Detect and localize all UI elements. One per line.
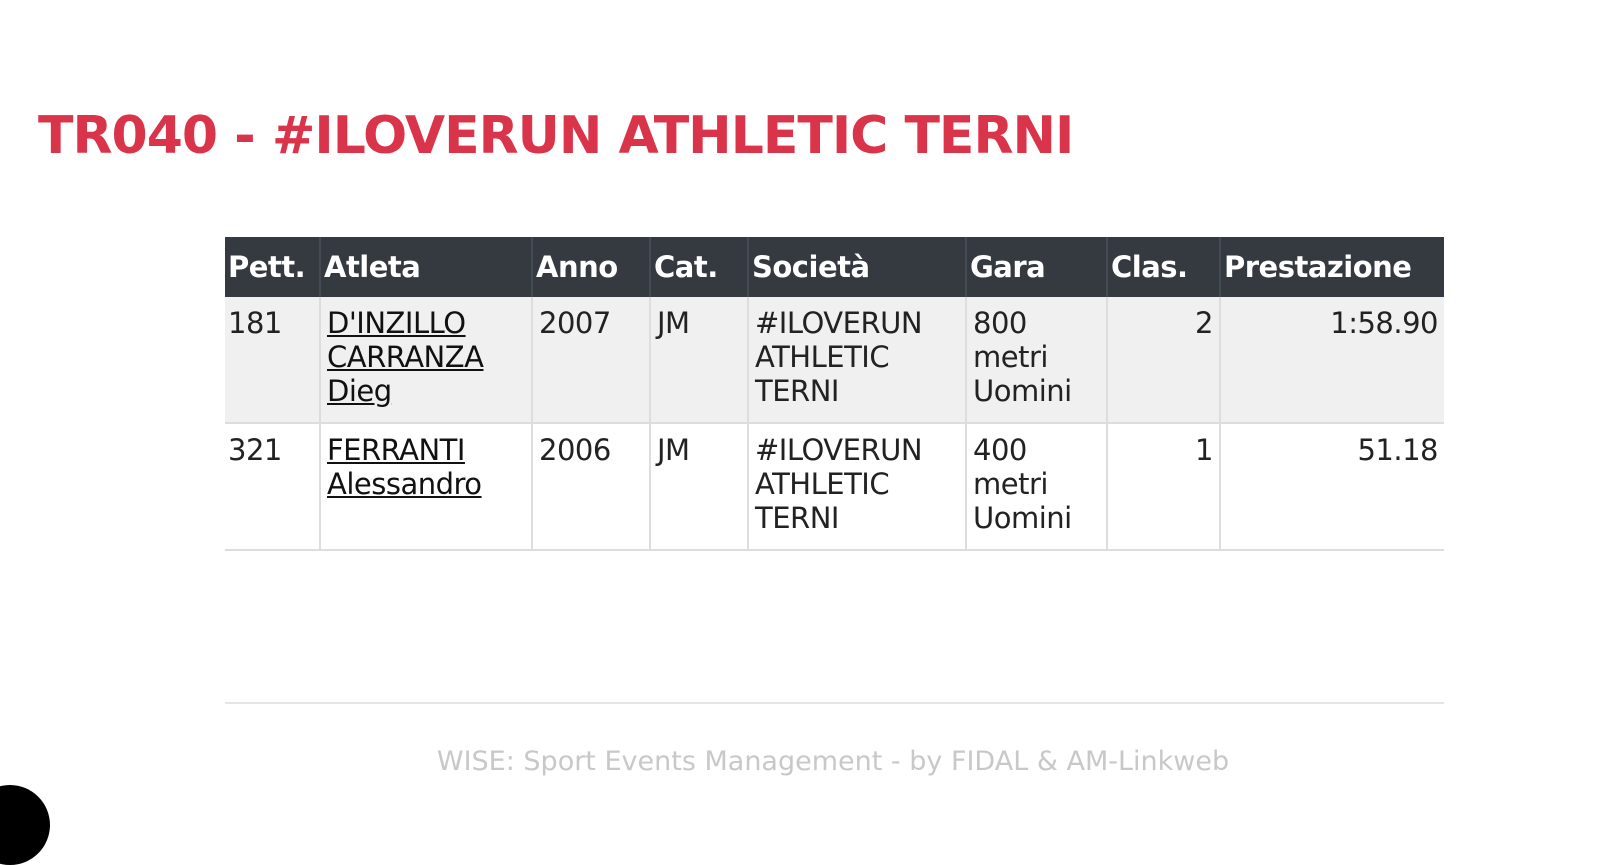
page-title: TR040 - #ILOVERUN ATHLETIC TERNI (38, 106, 1074, 166)
table-row: 321 FERRANTI Alessandro 2006 JM #ILOVERU… (225, 423, 1444, 551)
cell-atleta: D'INZILLO CARRANZA Dieg (319, 297, 532, 424)
cell-prestazione: 51.18 (1219, 423, 1444, 551)
table-row: 181 D'INZILLO CARRANZA Dieg 2007 JM #ILO… (225, 297, 1444, 424)
athlete-link[interactable]: D'INZILLO CARRANZA Dieg (327, 306, 484, 408)
cell-cat: JM (649, 423, 748, 551)
cell-gara: 800 metri Uomini (965, 297, 1107, 424)
col-header-anno[interactable]: Anno (531, 237, 650, 297)
cell-prestazione: 1:58.90 (1219, 297, 1444, 424)
results-table: Pett. Atleta Anno Cat. Società Gara Clas… (225, 237, 1444, 551)
col-header-prestazione[interactable]: Prestazione (1219, 237, 1444, 297)
table-header-row: Pett. Atleta Anno Cat. Società Gara Clas… (225, 237, 1444, 297)
col-header-cat[interactable]: Cat. (649, 237, 748, 297)
cell-clas: 2 (1106, 297, 1220, 424)
cell-gara: 400 metri Uomini (965, 423, 1107, 551)
cell-pett: 181 (225, 297, 320, 424)
cell-societa: #ILOVERUN ATHLETIC TERNI (747, 297, 966, 424)
cell-societa: #ILOVERUN ATHLETIC TERNI (747, 423, 966, 551)
col-header-pett[interactable]: Pett. (225, 237, 320, 297)
col-header-atleta[interactable]: Atleta (319, 237, 532, 297)
athlete-link[interactable]: FERRANTI Alessandro (327, 433, 482, 501)
cell-pett: 321 (225, 423, 320, 551)
cell-atleta: FERRANTI Alessandro (319, 423, 532, 551)
col-header-clas[interactable]: Clas. (1106, 237, 1220, 297)
cell-cat: JM (649, 297, 748, 424)
cell-clas: 1 (1106, 423, 1220, 551)
col-header-societa[interactable]: Società (747, 237, 966, 297)
cell-anno: 2006 (531, 423, 650, 551)
cell-anno: 2007 (531, 297, 650, 424)
screen-corner (0, 785, 50, 865)
footer-text: WISE: Sport Events Management - by FIDAL… (436, 746, 1230, 777)
footer-divider (225, 702, 1444, 704)
col-header-gara[interactable]: Gara (965, 237, 1107, 297)
